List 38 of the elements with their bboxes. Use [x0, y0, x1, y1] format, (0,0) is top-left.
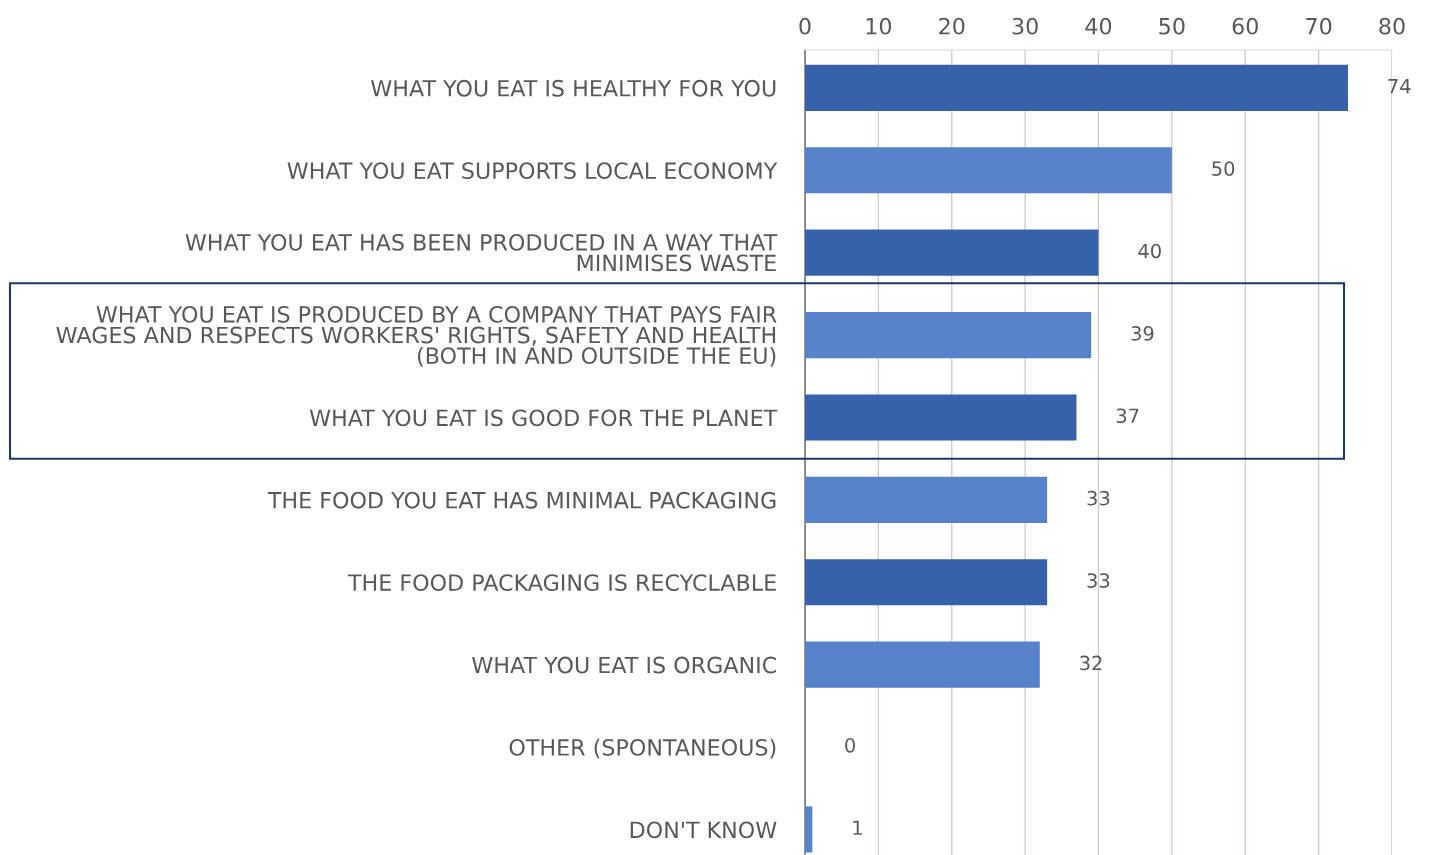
x-tick-label: 70: [1306, 17, 1332, 35]
y-tick-label: WHAT YOU EAT IS GOOD FOR THE PLANET: [309, 409, 778, 427]
data-label: 1: [853, 820, 862, 835]
bar: [805, 806, 813, 853]
bar: [805, 312, 1092, 359]
y-tick-label: WHAT YOU EAT IS ORGANIC: [472, 656, 777, 674]
bar: [805, 229, 1099, 276]
x-tick-label: 30: [1012, 17, 1038, 35]
x-tick-label: 10: [866, 17, 892, 35]
bar: [805, 559, 1048, 606]
y-tick-label: THE FOOD PACKAGING IS RECYCLABLE: [347, 574, 776, 592]
bar: [805, 394, 1077, 441]
y-tick-label: WHAT YOU EAT SUPPORTS LOCAL ECONOMY: [287, 162, 778, 180]
data-label: 37: [1116, 408, 1139, 424]
y-tick-label: THE FOOD YOU EAT HAS MINIMAL PACKAGING: [267, 491, 776, 509]
y-tick-label: WHAT YOU EAT HAS BEEN PRODUCED IN A WAY THAT MINIMISES WASTE: [185, 233, 778, 272]
y-tick-label: OTHER (SPONTANEOUS): [509, 738, 776, 759]
x-tick-label: 40: [1085, 17, 1112, 35]
bar: [805, 64, 1348, 111]
bar: [805, 476, 1048, 523]
data-label: 32: [1080, 655, 1102, 671]
bar: [805, 147, 1172, 194]
data-label: 0: [845, 738, 855, 753]
data-label: 33: [1087, 573, 1110, 588]
x-tick-label: 0: [799, 17, 811, 35]
bar: [805, 641, 1040, 688]
data-label: 39: [1131, 326, 1154, 341]
y-tick-label: WHAT YOU EAT IS PRODUCED BY A COMPANY THAT PAYS FAIR WAGES AND RESPECTS WORKERS' RIGHTS, SAFETY AND HEALTH (BOTH IN AND OUTSIDE THE EU): [56, 305, 777, 367]
data-label: 40: [1138, 243, 1161, 259]
x-tick-label: 60: [1232, 17, 1258, 35]
x-tick-label: 80: [1379, 17, 1405, 35]
y-tick-label: WHAT YOU EAT IS HEALTHY FOR YOU: [371, 79, 776, 97]
y-tick-label: DON'T KNOW: [630, 821, 777, 839]
data-label: 74: [1388, 79, 1411, 94]
x-tick-label: 20: [939, 17, 965, 35]
data-label: 50: [1212, 161, 1235, 176]
data-label: 33: [1087, 490, 1110, 506]
x-tick-label: 50: [1159, 17, 1185, 35]
